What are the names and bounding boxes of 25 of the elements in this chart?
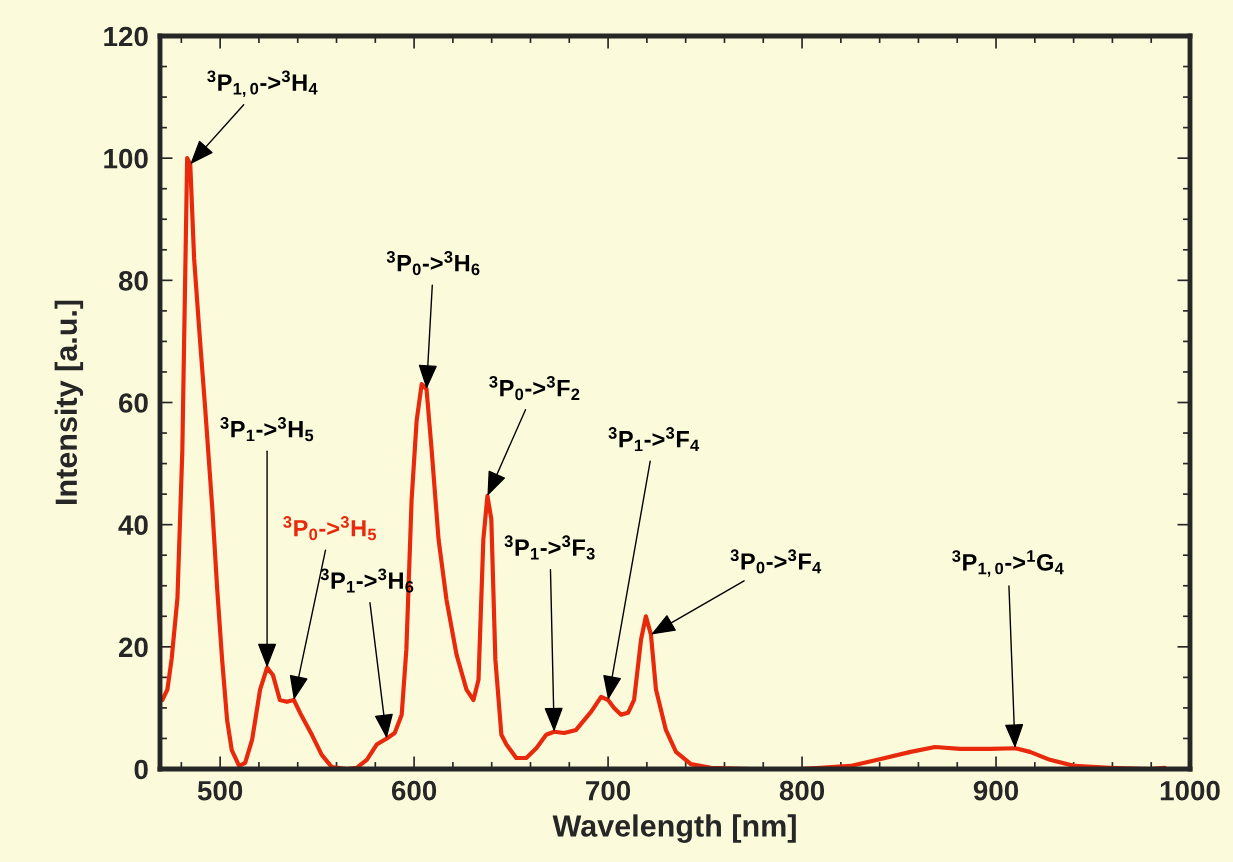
y-axis-title: Intensity [a.u.]: [54, 300, 84, 504]
annotation: $^{3}$P$_{1}$->$^{3}$H$_{5}$: [220, 417, 314, 442]
y-tick-label: 60: [119, 393, 148, 413]
x-tick-label: 1000: [1160, 780, 1220, 801]
y-tick-label: 80: [118, 271, 148, 291]
y-tick-label: 20: [118, 637, 148, 658]
annotation: $^{3}$P$_{0}$->$^{3}$F$_{4}$: [730, 549, 822, 574]
y-tick-label: 0: [134, 759, 148, 780]
x-tick-label: 700: [586, 780, 631, 801]
y-tick-label: 40: [118, 515, 148, 536]
y-tick-label: 100: [104, 148, 148, 169]
annotation: $^{3}$P$_{1}$->$^{3}$F$_{4}$: [608, 427, 700, 452]
x-axis-title: Wavelength [nm]: [552, 814, 796, 843]
annotation: $^{3}$P$_{1}$->$^{3}$H$_{6}$: [320, 568, 414, 593]
annotation: $^{3}$P$_{0}$->$^{3}$F$_{2}$: [489, 375, 580, 401]
annotation: $^{3}$P$_{1}$->$^{3}$F$_{3}$: [504, 535, 595, 560]
x-tick-label: 600: [391, 780, 437, 801]
annotation: $^{3}$P$_{0}$->$^{3}$H$_{5}$: [283, 516, 377, 541]
y-tick-label: 120: [104, 26, 148, 47]
x-tick-label: 900: [973, 780, 1019, 801]
x-tick-label: 500: [197, 780, 243, 801]
x-tick-label: 800: [779, 780, 825, 801]
annotation: $^{3}$P$_{1,0}$->$^{1}$G$_{4}$: [952, 550, 1064, 577]
annotation: $^{3}$P$_{1,0}$->$^{3}$H$_{4}$: [207, 70, 318, 97]
annotation: $^{3}$P$_{0}$->$^{3}$H$_{6}$: [386, 251, 480, 276]
